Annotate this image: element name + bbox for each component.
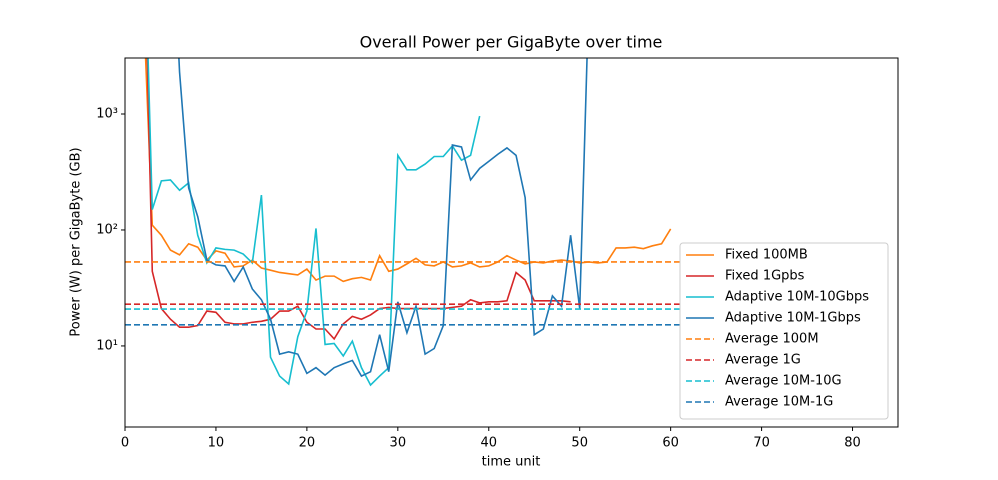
legend-box [679, 242, 889, 420]
y-axis-label: Power (W) per GigaByte (GB) [69, 147, 84, 336]
legend-label: Adaptive 10M-1Gbps [725, 311, 861, 326]
y-tick-label: 10² [96, 222, 118, 237]
x-axis-label: time unit [482, 455, 541, 470]
legend-label: Average 10M-1G [725, 395, 833, 410]
chart-title: Overall Power per GigaByte over time [360, 33, 663, 52]
y-tick-label: 10¹ [96, 338, 118, 353]
plot-frame [124, 57, 899, 428]
legend-label: Average 10M-10G [725, 374, 842, 389]
series-line [147, 58, 481, 387]
x-tick-label: 80 [844, 436, 861, 451]
x-tick-label: 20 [299, 436, 316, 451]
series-line [146, 58, 571, 341]
series-line [144, 58, 672, 283]
legend-label: Adaptive 10M-10Gbps [725, 290, 869, 305]
x-tick-label: 10 [208, 436, 225, 451]
x-tick-label: 0 [121, 436, 129, 451]
series-line [178, 58, 588, 378]
x-tick-label: 60 [662, 436, 679, 451]
legend-label: Average 1G [725, 353, 801, 368]
y-tick-label: 10³ [96, 106, 118, 121]
legend-label: Average 100M [725, 332, 819, 347]
x-tick-label: 70 [753, 436, 770, 451]
x-tick-label: 30 [390, 436, 407, 451]
x-tick-label: 40 [480, 436, 497, 451]
legend-label: Fixed 100MB [725, 248, 808, 263]
legend-label: Fixed 1Gpbs [725, 269, 805, 284]
x-tick-label: 50 [571, 436, 588, 451]
plot-lines [125, 58, 680, 387]
